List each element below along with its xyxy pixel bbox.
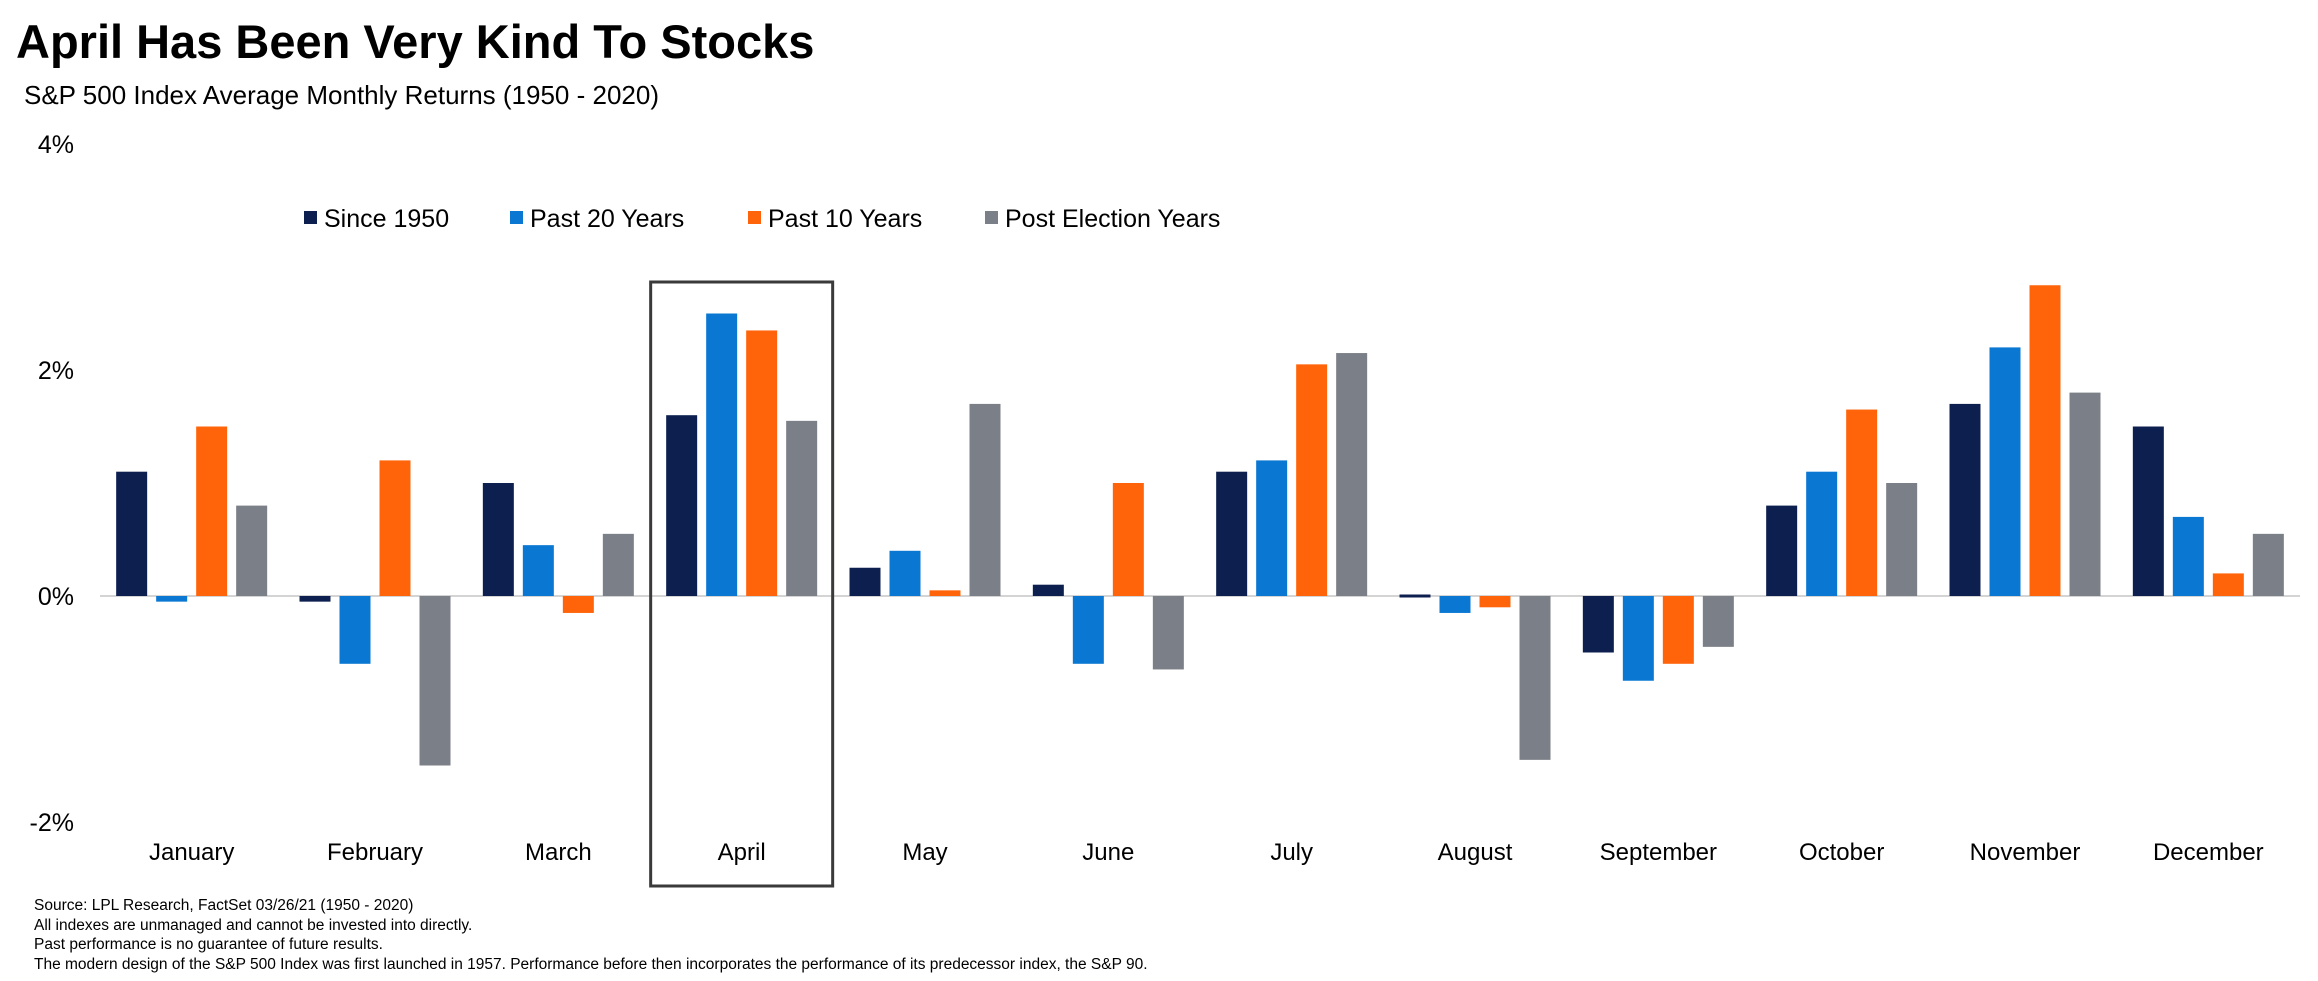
bar-january-3: [196, 426, 228, 596]
bar-october-3: [1846, 409, 1878, 596]
legend-swatch: [510, 211, 523, 224]
x-tick-label: September: [1600, 839, 1717, 866]
x-tick-label: December: [2153, 839, 2264, 866]
bar-may-4: [969, 403, 1001, 596]
legend-label: Post Election Years: [1005, 205, 1220, 233]
legend-label: Past 20 Years: [530, 205, 684, 233]
y-tick-label: 0%: [38, 583, 74, 611]
bar-october-2: [1806, 471, 1838, 596]
bar-january-4: [236, 505, 268, 596]
bar-september-2: [1622, 596, 1654, 681]
bar-april-2: [706, 313, 738, 596]
bar-december-4: [2252, 533, 2284, 596]
x-tick-label: November: [1970, 839, 2081, 866]
y-tick-label: 4%: [38, 131, 74, 159]
x-tick-label: February: [327, 839, 423, 866]
bar-september-4: [1702, 596, 1734, 647]
bar-august-3: [1479, 596, 1511, 608]
bar-june-2: [1072, 596, 1104, 664]
bar-december-2: [2172, 516, 2204, 596]
bar-january-2: [156, 596, 188, 602]
x-tick-label: April: [718, 839, 766, 866]
bar-september-1: [1582, 596, 1614, 653]
bar-may-3: [929, 590, 961, 596]
bar-august-2: [1439, 596, 1471, 613]
april-highlight-box: [649, 280, 835, 888]
legend-swatch: [304, 211, 317, 224]
bar-august-4: [1519, 596, 1551, 760]
bar-february-3: [379, 460, 411, 596]
legend-label: Since 1950: [324, 205, 449, 233]
bar-april-4: [786, 420, 818, 596]
bar-september-3: [1662, 596, 1694, 664]
bar-february-1: [299, 596, 331, 602]
bar-july-4: [1336, 353, 1368, 596]
bar-july-3: [1296, 364, 1328, 596]
bar-july-1: [1216, 471, 1248, 596]
bar-august-1: [1399, 594, 1431, 598]
bar-june-1: [1032, 584, 1064, 596]
chart-title: April Has Been Very Kind To Stocks: [16, 15, 815, 68]
x-tick-label: January: [149, 839, 234, 866]
bar-may-2: [889, 550, 921, 596]
legend-swatch: [985, 211, 998, 224]
bar-november-2: [1989, 347, 2021, 596]
bar-december-3: [2212, 573, 2244, 596]
bar-october-4: [1886, 483, 1918, 596]
bar-november-4: [2069, 392, 2101, 596]
footnote-source: Source: LPL Research, FactSet 03/26/21 (…: [34, 897, 414, 914]
bar-march-3: [562, 596, 594, 613]
x-tick-label: March: [525, 839, 592, 866]
bar-april-3: [746, 330, 778, 596]
bar-march-2: [522, 545, 554, 596]
bar-december-1: [2132, 426, 2164, 596]
bar-january-1: [116, 471, 148, 596]
bar-july-2: [1256, 460, 1288, 596]
footnote-performance: Past performance is no guarantee of futu…: [34, 936, 383, 953]
x-tick-label: June: [1082, 839, 1134, 866]
x-tick-label: May: [902, 839, 947, 866]
footnote-history: The modern design of the S&P 500 Index w…: [34, 955, 1148, 973]
x-tick-label: August: [1438, 839, 1513, 866]
legend-swatch: [748, 211, 761, 224]
bar-february-2: [339, 596, 371, 664]
bar-november-3: [2029, 285, 2061, 596]
footnote-indexes: All indexes are unmanaged and cannot be …: [34, 916, 473, 934]
y-tick-label: 2%: [38, 357, 74, 385]
bar-may-1: [849, 567, 881, 596]
x-tick-label: October: [1799, 839, 1884, 866]
bar-chart: 4% 2% 0% -2% January February March April May Jun…: [30, 131, 2300, 888]
bar-february-4: [419, 596, 451, 766]
chart-subtitle: S&P 500 Index Average Monthly Returns (1…: [24, 80, 659, 110]
bar-october-1: [1766, 505, 1798, 596]
footnotes: Source: LPL Research, FactSet 03/26/21 (…: [34, 896, 1148, 974]
bar-june-3: [1112, 483, 1144, 596]
bar-april-1: [666, 415, 698, 596]
x-tick-label: July: [1270, 839, 1313, 866]
bar-november-1: [1949, 403, 1981, 596]
legend-label: Past 10 Years: [768, 205, 922, 233]
bar-march-1: [482, 483, 514, 596]
bar-june-4: [1152, 596, 1184, 670]
bar-march-4: [602, 533, 634, 596]
y-tick-label: -2%: [30, 809, 74, 837]
